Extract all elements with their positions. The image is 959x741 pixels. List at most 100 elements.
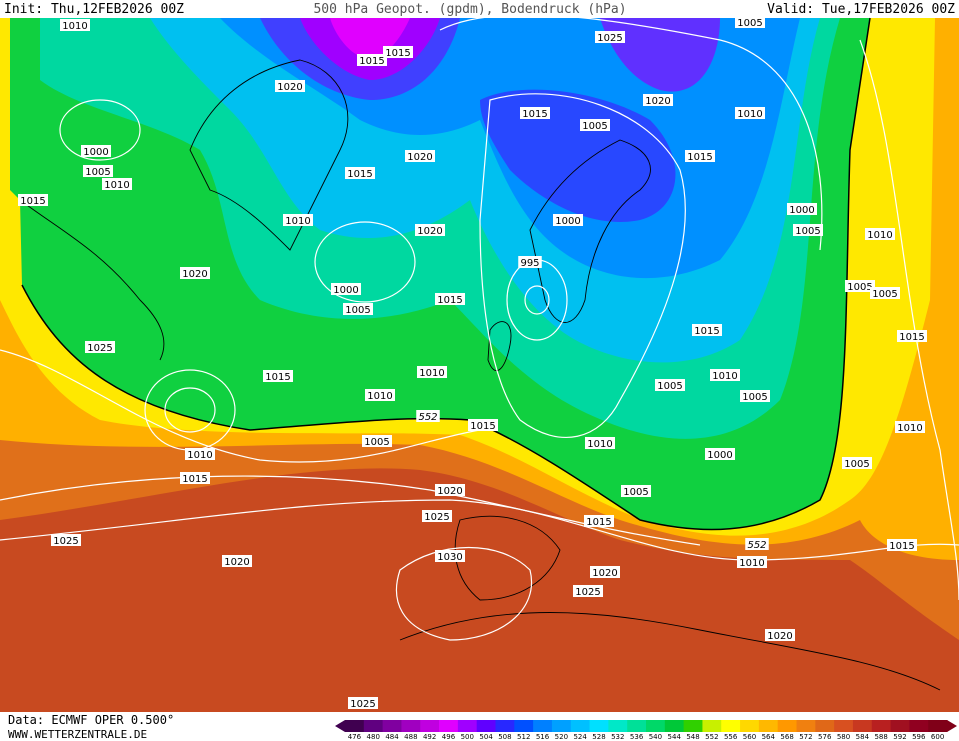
pressure-label: 1015 (359, 56, 384, 67)
colorbar-swatch (627, 720, 647, 732)
pressure-label: 1005 (844, 459, 869, 470)
colorbar-label: 556 (724, 733, 738, 741)
pressure-label: 1025 (575, 587, 600, 598)
pressure-label: 1010 (867, 230, 892, 241)
pressure-label: 1020 (645, 96, 670, 107)
pressure-label-bg (85, 341, 115, 353)
pressure-label-bg (842, 457, 872, 469)
pressure-label-bg (584, 515, 614, 527)
pressure-label: 1015 (437, 295, 462, 306)
north-africa (399, 612, 941, 691)
colorbar-label: 568 (780, 733, 793, 741)
pressure-label-bg (343, 303, 373, 315)
pressure-label: 1015 (182, 474, 207, 485)
pressure-label-bg (275, 80, 305, 92)
colorbar-swatch (589, 720, 609, 732)
pressure-label: 1010 (737, 109, 762, 120)
colorbar-swatch (457, 720, 478, 732)
pressure-label-bg (348, 697, 378, 709)
height-label-bg (416, 410, 440, 422)
pressure-label-bg (331, 283, 361, 295)
colorbar-swatch (871, 720, 892, 732)
iberia (454, 515, 561, 601)
pressure-label-bg (553, 214, 583, 226)
pressure-label: 1010 (367, 391, 392, 402)
pressure-label-bg (573, 585, 603, 597)
colorbar-swatch (533, 720, 553, 732)
pressure-label-bg (185, 448, 215, 460)
colorbar-swatch (721, 720, 741, 732)
colorbar-swatch (439, 720, 459, 732)
pressure-label-bg (180, 267, 210, 279)
pressure-label-bg (435, 293, 465, 305)
height-label-bg (745, 538, 769, 550)
map-area: 1010101510151020100510251020101010151005… (0, 14, 959, 712)
isobar (164, 387, 216, 433)
colorbar-swatch (345, 720, 365, 732)
colorbar-swatch (740, 720, 760, 732)
colorbar-swatch (664, 720, 685, 732)
pressure-label: 1015 (899, 332, 924, 343)
pressure-label-bg (895, 421, 925, 433)
colorbar-label: 532 (611, 733, 624, 741)
pressure-label-bg (60, 19, 90, 31)
pressure-label: 1000 (789, 205, 814, 216)
pressure-label: 1020 (767, 631, 792, 642)
isobar (479, 93, 686, 438)
colorbar-label: 512 (517, 733, 530, 741)
colorbar-swatch (796, 720, 816, 732)
pressure-label: 1010 (739, 558, 764, 569)
pressure-label-bg (621, 485, 651, 497)
colorbar-swatch (514, 720, 534, 732)
pressure-label: 1015 (470, 421, 495, 432)
britain (487, 321, 512, 372)
pressure-label-bg (865, 228, 895, 240)
colorbar-label: 560 (743, 733, 756, 741)
colorbar-label: 484 (385, 733, 399, 741)
isobar (439, 14, 823, 251)
pressure-label-bg (383, 46, 413, 58)
colorbar-label: 480 (367, 733, 380, 741)
pressure-label: 1000 (83, 147, 108, 158)
pressure-label-bg (365, 389, 395, 401)
pressure-label-bg (595, 31, 625, 43)
north-america (19, 199, 165, 361)
colorbar-label: 516 (536, 733, 550, 741)
colorbar-label: 536 (630, 733, 644, 741)
pressure-label-bg (102, 178, 132, 190)
pressure-label: 1005 (582, 121, 607, 132)
pressure-label: 1005 (847, 282, 872, 293)
pressure-label-bg (585, 437, 615, 449)
pressure-label: 1005 (795, 226, 820, 237)
pressure-label: 1005 (657, 381, 682, 392)
pressure-label: 1025 (597, 33, 622, 44)
pressure-label: 1020 (277, 82, 302, 93)
colorbar-swatch (401, 720, 421, 732)
pressure-label-bg (222, 555, 252, 567)
colorbar-swatch (551, 720, 572, 732)
pressure-label-bg (737, 556, 767, 568)
site-name: WWW.WETTERZENTRALE.DE (8, 728, 147, 741)
pressure-label: 1015 (385, 48, 410, 59)
pressure-label: 1005 (623, 487, 648, 498)
pressure-label-bg (518, 256, 542, 268)
colorbar-label: 520 (555, 733, 568, 741)
colorbar-label: 500 (461, 733, 474, 741)
colorbar-label: 552 (705, 733, 718, 741)
colorbar-label: 580 (837, 733, 850, 741)
pressure-label: 1010 (419, 368, 444, 379)
pressure-label-bg (580, 119, 610, 131)
pressure-label-bg (897, 330, 927, 342)
colorbar-label: 572 (799, 733, 812, 741)
pressure-label: 1000 (707, 450, 732, 461)
pressure-label: 1010 (712, 371, 737, 382)
pressure-label: 1025 (53, 536, 78, 547)
colorbar-arrow (335, 720, 345, 732)
pressure-label-bg (793, 224, 823, 236)
pressure-label: 1005 (872, 289, 897, 300)
map-title: 500 hPa Geopot. (gpdm), Bodendruck (hPa) (313, 2, 626, 17)
colorbar-label: 492 (423, 733, 436, 741)
colorbar-swatch (495, 720, 515, 732)
pressure-label-bg (643, 94, 673, 106)
